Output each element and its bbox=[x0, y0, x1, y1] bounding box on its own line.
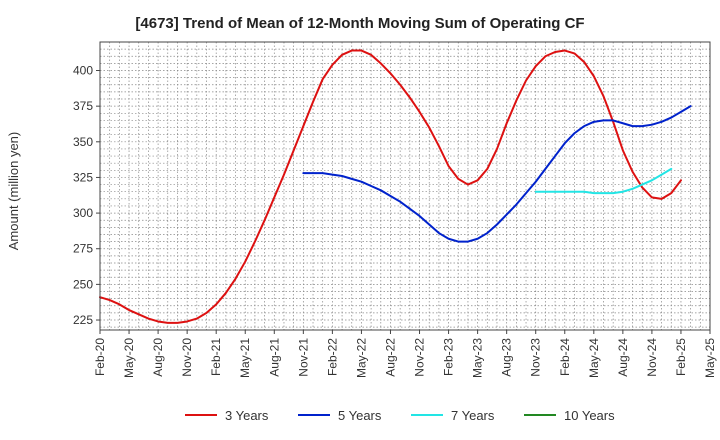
legend: 3 Years 5 Years 7 Years 10 Years bbox=[185, 408, 615, 423]
x-tick-label: Nov-21 bbox=[296, 338, 310, 377]
legend-label-10-years: 10 Years bbox=[564, 408, 615, 423]
chart-title: [4673] Trend of Mean of 12-Month Moving … bbox=[135, 15, 584, 32]
series-line-3-years bbox=[99, 49, 682, 324]
y-tick-label: 275 bbox=[73, 242, 93, 256]
grid bbox=[100, 41, 710, 330]
x-tick-label: May-25 bbox=[703, 338, 717, 378]
y-tick-label: 375 bbox=[73, 99, 93, 113]
legend-label-7-years: 7 Years bbox=[451, 408, 495, 423]
y-tick-label: 400 bbox=[73, 64, 93, 78]
x-tick-label: May-24 bbox=[587, 338, 601, 378]
x-tick-label: Nov-24 bbox=[645, 338, 659, 377]
x-axis-ticks: Feb-20 May-20 Aug-20 Nov-20 Feb-21 May-21 Aug-… bbox=[93, 330, 717, 378]
y-tick-label: 300 bbox=[73, 206, 93, 220]
x-tick-label: Aug-20 bbox=[151, 338, 165, 377]
y-tick-label: 350 bbox=[73, 135, 93, 149]
x-tick-label: Feb-24 bbox=[558, 338, 572, 376]
y-tick-label: 250 bbox=[73, 277, 93, 291]
x-tick-label: Feb-20 bbox=[93, 338, 107, 376]
x-tick-label: Nov-20 bbox=[180, 338, 194, 377]
series-lines bbox=[99, 49, 692, 324]
x-tick-label: May-21 bbox=[238, 338, 252, 378]
x-tick-label: Aug-21 bbox=[267, 338, 281, 377]
series-line-5-years bbox=[302, 105, 692, 243]
x-tick-label: Feb-22 bbox=[325, 338, 339, 376]
legend-label-3-years: 3 Years bbox=[225, 408, 269, 423]
y-tick-label: 325 bbox=[73, 170, 93, 184]
x-tick-label: May-20 bbox=[122, 338, 136, 378]
y-axis-ticks: 225 250 275 300 325 350 375 400 bbox=[73, 64, 100, 327]
y-tick-label: 225 bbox=[73, 313, 93, 327]
y-axis-label: Amount (million yen) bbox=[6, 132, 21, 251]
x-tick-label: Aug-23 bbox=[500, 338, 514, 377]
x-tick-label: Aug-24 bbox=[616, 338, 630, 377]
x-tick-label: Nov-23 bbox=[529, 338, 543, 377]
series-line-7-years bbox=[534, 167, 673, 195]
x-tick-label: May-23 bbox=[471, 338, 485, 378]
x-tick-label: May-22 bbox=[354, 338, 368, 378]
x-tick-label: Feb-21 bbox=[209, 338, 223, 376]
x-tick-label: Aug-22 bbox=[383, 338, 397, 377]
plot-frame bbox=[99, 41, 711, 331]
legend-label-5-years: 5 Years bbox=[338, 408, 382, 423]
x-tick-label: Nov-22 bbox=[413, 338, 427, 377]
x-tick-label: Feb-23 bbox=[442, 338, 456, 376]
x-tick-label: Feb-25 bbox=[674, 338, 688, 376]
